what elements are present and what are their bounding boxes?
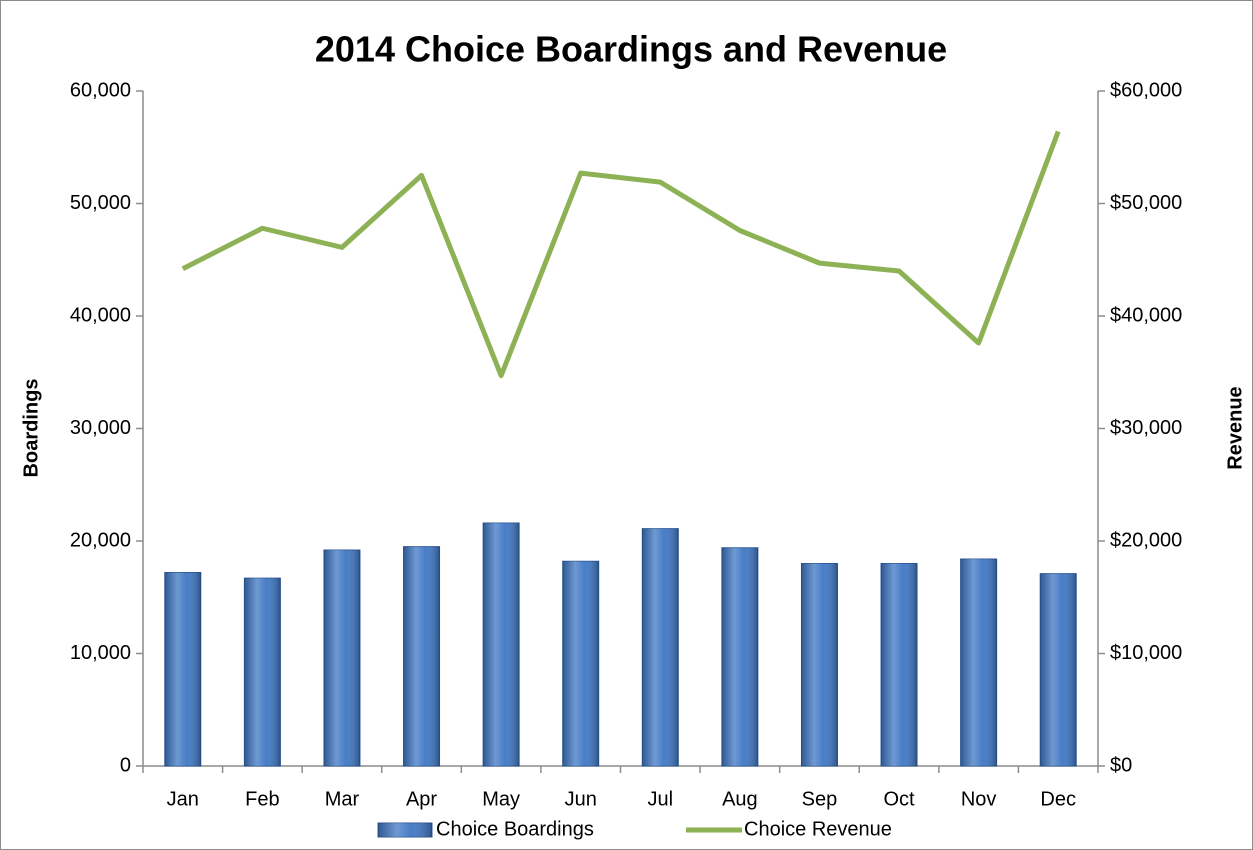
y-axis-title: Boardings — [20, 379, 42, 478]
bar — [641, 528, 679, 767]
y2-tick-label: $60,000 — [1110, 79, 1182, 101]
y2-tick-label: $40,000 — [1110, 304, 1182, 326]
x-tick-label: Aug — [722, 788, 758, 810]
x-tick-label: May — [482, 788, 520, 810]
x-tick-label: Dec — [1040, 788, 1076, 810]
bar — [403, 546, 441, 767]
bar — [323, 549, 361, 767]
x-tick-label: Jan — [167, 788, 199, 810]
legend-label: Choice Revenue — [744, 818, 892, 840]
bar — [800, 563, 838, 767]
y2-tick-label: $0 — [1110, 754, 1132, 776]
y-tick-label: 50,000 — [70, 192, 131, 214]
bar — [1039, 573, 1077, 767]
bar — [482, 522, 520, 767]
bar — [164, 572, 202, 767]
y-tick-label: 60,000 — [70, 79, 131, 101]
y-tick-label: 30,000 — [70, 417, 131, 439]
legend-label: Choice Boardings — [436, 818, 594, 840]
line — [181, 130, 1061, 379]
bar — [243, 577, 281, 767]
y2-axis-title: Revenue — [1224, 386, 1246, 469]
bar — [562, 560, 600, 767]
x-tick-label: Sep — [802, 788, 838, 810]
y-tick-label: 20,000 — [70, 529, 131, 551]
y-tick-label: 0 — [120, 754, 131, 776]
x-tick-label: Nov — [961, 788, 997, 810]
y2-tick-label: $30,000 — [1110, 417, 1182, 439]
bar — [960, 558, 998, 767]
y2-tick-label: $10,000 — [1110, 642, 1182, 664]
y2-tick-label: $50,000 — [1110, 192, 1182, 214]
x-tick-label: Oct — [883, 788, 915, 810]
x-tick-label: Feb — [245, 788, 279, 810]
y2-tick-label: $20,000 — [1110, 529, 1182, 551]
bar — [880, 563, 918, 767]
bar — [721, 547, 759, 767]
legend-swatch-shade — [378, 823, 432, 837]
y-tick-label: 40,000 — [70, 304, 131, 326]
x-tick-label: Apr — [406, 788, 437, 810]
chart-title: 2014 Choice Boardings and Revenue — [315, 29, 947, 70]
x-tick-label: Jun — [565, 788, 597, 810]
x-tick-label: Mar — [325, 788, 360, 810]
y-tick-label: 10,000 — [70, 642, 131, 664]
x-tick-label: Jul — [648, 788, 674, 810]
